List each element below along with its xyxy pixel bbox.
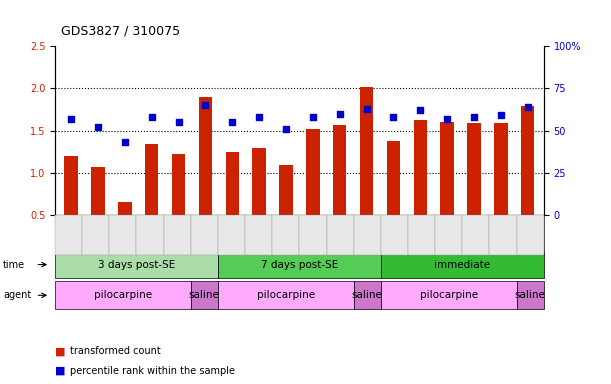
- Text: 3 days post-SE: 3 days post-SE: [98, 260, 175, 270]
- Text: saline: saline: [352, 290, 382, 300]
- Bar: [467, 123, 481, 215]
- Text: immediate: immediate: [434, 260, 491, 270]
- Point: [523, 104, 533, 110]
- Bar: [118, 202, 131, 215]
- Bar: [145, 144, 158, 215]
- Point: [469, 114, 479, 120]
- Point: [174, 119, 183, 125]
- Point: [93, 124, 103, 130]
- Bar: [172, 154, 185, 215]
- Bar: [91, 167, 104, 215]
- Point: [227, 119, 237, 125]
- Bar: [387, 141, 400, 215]
- Bar: [494, 123, 508, 215]
- Point: [308, 114, 318, 120]
- Point: [281, 126, 291, 132]
- Point: [362, 106, 371, 112]
- Point: [442, 116, 452, 122]
- Text: saline: saline: [189, 290, 220, 300]
- Point: [254, 114, 264, 120]
- Text: pilocarpine: pilocarpine: [94, 290, 152, 300]
- Text: 7 days post-SE: 7 days post-SE: [261, 260, 338, 270]
- Point: [200, 102, 210, 108]
- Text: ■: ■: [55, 366, 65, 376]
- Point: [66, 116, 76, 122]
- Point: [415, 107, 425, 113]
- Bar: [333, 125, 346, 215]
- Bar: [521, 106, 535, 215]
- Bar: [252, 148, 266, 215]
- Text: ■: ■: [55, 346, 65, 356]
- Bar: [225, 152, 239, 215]
- Point: [147, 114, 156, 120]
- Text: time: time: [3, 260, 25, 270]
- Text: pilocarpine: pilocarpine: [257, 290, 315, 300]
- Point: [335, 111, 345, 117]
- Bar: [441, 122, 454, 215]
- Point: [120, 139, 130, 146]
- Bar: [306, 129, 320, 215]
- Text: GDS3827 / 310075: GDS3827 / 310075: [61, 25, 180, 38]
- Point: [496, 112, 506, 118]
- Point: [389, 114, 398, 120]
- Text: pilocarpine: pilocarpine: [420, 290, 478, 300]
- Bar: [279, 165, 293, 215]
- Text: saline: saline: [515, 290, 546, 300]
- Bar: [64, 156, 78, 215]
- Bar: [360, 88, 373, 215]
- Text: agent: agent: [3, 290, 31, 300]
- Bar: [414, 121, 427, 215]
- Text: transformed count: transformed count: [70, 346, 161, 356]
- Text: percentile rank within the sample: percentile rank within the sample: [70, 366, 235, 376]
- Bar: [199, 97, 212, 215]
